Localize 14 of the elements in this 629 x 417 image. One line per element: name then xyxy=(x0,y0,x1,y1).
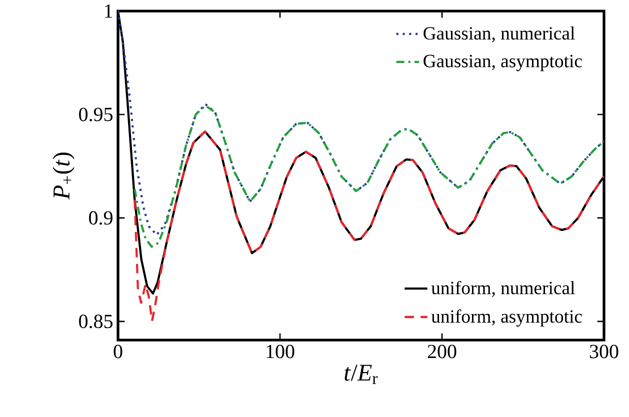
y-tick-label: 1 xyxy=(105,4,112,18)
legend-label: Gaussian, asymptotic xyxy=(424,54,582,72)
x-tick-label: 100 xyxy=(266,344,294,358)
x-axis-title: t/E$_{r}$ xyxy=(344,364,378,384)
y-axis-title: P$_{+}$(t) xyxy=(52,152,74,200)
y-tick-label: 0.85 xyxy=(79,314,113,328)
legend-label: uniform, asymptotic xyxy=(431,309,582,327)
x-tick-label: 200 xyxy=(428,344,456,358)
x-tick-label: 0 xyxy=(114,344,122,358)
legend-label: Gaussian, numerical xyxy=(424,26,575,42)
y-tick-label: 0.95 xyxy=(79,108,113,122)
x-tick-label: 300 xyxy=(590,344,618,358)
legend-label: uniform, numerical xyxy=(431,280,575,297)
y-tick-label: 0.9 xyxy=(89,211,112,225)
